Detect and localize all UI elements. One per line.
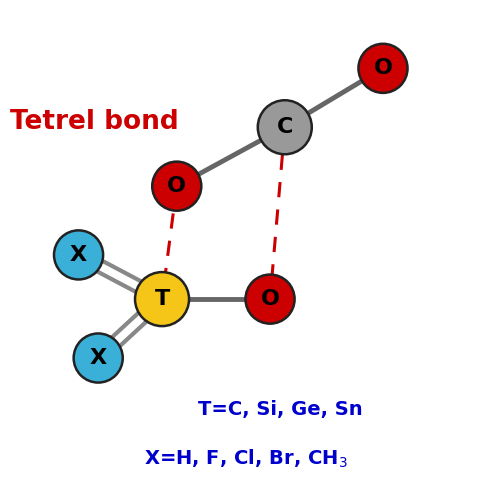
Text: O: O [167, 176, 186, 196]
Text: X=H, F, Cl, Br, CH$_3$: X=H, F, Cl, Br, CH$_3$ [144, 448, 347, 470]
Circle shape [258, 100, 312, 154]
Circle shape [54, 230, 103, 280]
Text: X: X [90, 348, 107, 368]
Circle shape [246, 274, 295, 324]
Circle shape [74, 334, 123, 382]
Text: T: T [154, 289, 170, 309]
Text: X: X [70, 245, 87, 265]
Text: T=C, Si, Ge, Sn: T=C, Si, Ge, Sn [197, 400, 362, 419]
Circle shape [358, 44, 408, 93]
Text: O: O [374, 58, 392, 78]
Circle shape [135, 272, 189, 326]
Text: C: C [276, 117, 293, 137]
Text: O: O [261, 289, 279, 309]
Circle shape [152, 162, 201, 210]
Text: Tetrel bond: Tetrel bond [10, 110, 179, 136]
